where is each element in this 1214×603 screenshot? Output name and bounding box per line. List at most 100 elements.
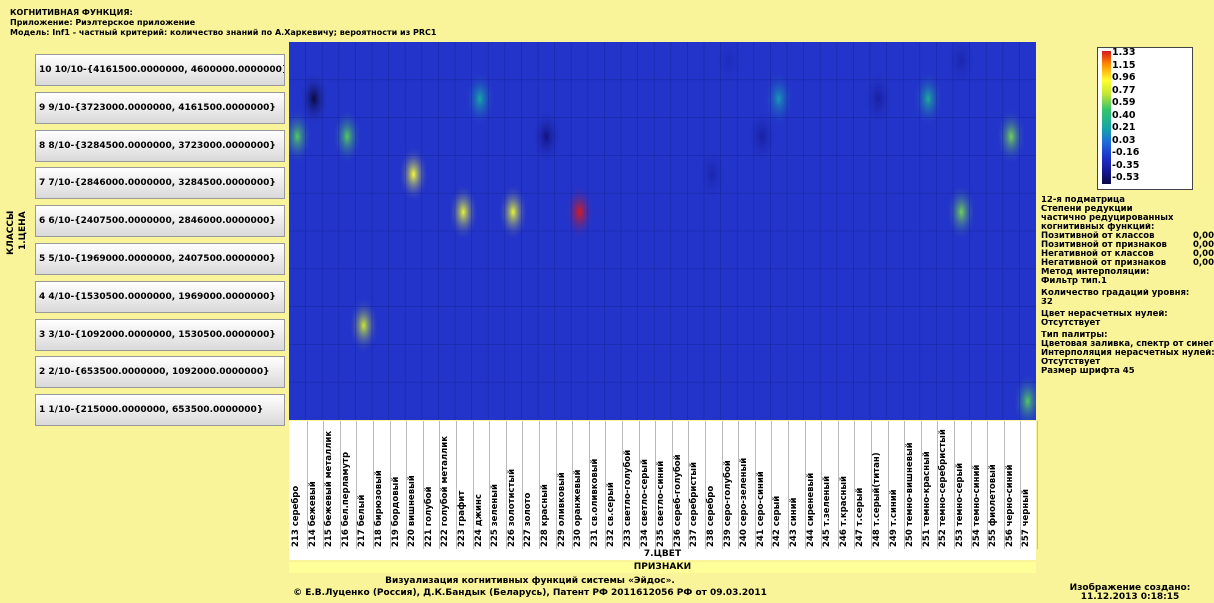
legend-tick-label: 0.59: [1112, 97, 1136, 108]
reduction-row: Позитивной от признаков 0,00: [1041, 241, 1214, 250]
column-label-cell: 213 серебро: [291, 421, 308, 549]
column-label: 247 т.серый: [855, 487, 866, 547]
legend-tick-label: 1.15: [1112, 59, 1136, 71]
heatmap-cell: [946, 42, 977, 90]
feature-group-label: 7.ЦВЕТ: [289, 549, 1036, 560]
reduction-label: Позитивной от признаков: [1041, 240, 1167, 250]
heatmap-cell: [398, 145, 429, 203]
info-line: Цветовая заливка, спектр от синего: [1041, 340, 1214, 349]
reduction-value: 0,00: [1193, 231, 1214, 241]
column-label: 230 оранжевый: [573, 469, 584, 547]
column-label-cell: 216 бел.перламутр: [341, 421, 358, 549]
reduction-label: Негативной от классов: [1041, 249, 1154, 259]
column-label-cell: 251 темно-красный: [922, 421, 939, 549]
info-line: Фильтр тип.1: [1041, 277, 1107, 286]
color-legend: 1.33 1.15 0.96 0.77 0.59 0.40 0.21 0.03 -0.16 -0.…: [1097, 47, 1193, 190]
reduction-row: Негативной от признаков 0,00: [1041, 259, 1214, 268]
column-label-cell: 220 вишневый: [407, 421, 424, 549]
column-label-cell: 257 черный: [1021, 421, 1038, 549]
column-label: 235 светло-синий: [656, 460, 667, 547]
column-label: 256 черно-синий: [1004, 464, 1015, 547]
legend-tick-label: 0.77: [1112, 84, 1136, 96]
column-label-cell: 246 т.красный: [839, 421, 856, 549]
column-label: 244 сиреневый: [805, 472, 816, 547]
header-model: Модель: Inf1 - частный критерий: количес…: [10, 28, 437, 37]
column-label: 237 серебристый: [689, 462, 700, 547]
legend-tick-label: 0.21: [1112, 122, 1136, 133]
reduction-row: Негативной от классов 0,00: [1041, 250, 1214, 259]
column-label: 227 золото: [523, 492, 534, 547]
column-label-cell: 233 светло-голубой: [623, 421, 640, 549]
column-label: 233 светло-голубой: [623, 449, 633, 547]
heatmap-cell: [498, 183, 529, 241]
column-label-cell: 219 бордовый: [391, 421, 408, 549]
column-labels: 213 серебро 214 бежевый 215 бежевый металл…: [289, 421, 1038, 549]
row-label: 4 4/10-{1530500.0000000, 1969000.0000000…: [35, 280, 285, 313]
reduction-label: Негативной от признаков: [1041, 258, 1167, 268]
column-label-cell: 240 серо-зеленый: [739, 421, 756, 549]
column-label-cell: 222 голубой металлик: [440, 421, 457, 549]
row-label: 2 2/10-{653500.0000000, 1092000.0000000}: [35, 356, 285, 389]
info-line: частично редуцированных: [1041, 214, 1174, 223]
column-label-cell: 248 т.серый(титан): [872, 421, 889, 549]
column-label: 217 белый: [357, 494, 368, 547]
reduction-label: Позитивной от классов: [1041, 231, 1155, 241]
column-label: 220 вишневый: [407, 475, 418, 547]
created-time: 11.12.2013 0:18:15: [1080, 592, 1180, 602]
heatmap-cell: [863, 70, 894, 128]
column-label: 223 графит: [457, 490, 467, 547]
column-label-cell: 225 зеленый: [490, 421, 507, 549]
reduction-row: Позитивной от классов 0,00: [1041, 232, 1214, 241]
legend-color-bar: [1102, 51, 1111, 184]
column-label-cell: 244 сиреневый: [806, 421, 823, 549]
legend-tick-label: -0.35: [1112, 159, 1140, 171]
column-label-cell: 237 серебристый: [689, 421, 706, 549]
column-label-cell: 230 оранжевый: [573, 421, 590, 549]
scale-axis-label: 1.ЦЕНА: [18, 211, 28, 250]
column-label: 222 голубой металлик: [440, 436, 451, 547]
legend-tick-label: 1.33: [1112, 47, 1136, 58]
column-label-cell: 221 голубой: [424, 421, 441, 549]
column-label: 216 бел.перламутр: [340, 451, 351, 547]
column-label-cell: 218 бирюзовый: [374, 421, 391, 549]
column-label: 250 темно-вишневый: [905, 442, 916, 547]
column-label-cell: 236 сереб-голубой: [673, 421, 690, 549]
heatmap-cell: [332, 108, 363, 165]
column-label-cell: 232 св.серый: [606, 421, 623, 549]
column-label: 229 оливковый: [556, 472, 567, 547]
header-application: Приложение: Риэлтерское приложение: [10, 18, 196, 27]
column-label-cell: 253 темно-серый: [955, 421, 972, 549]
column-label: 231 св.оливковый: [589, 458, 600, 547]
heatmap-cell: [348, 297, 379, 354]
column-label-cell: 227 золото: [523, 421, 540, 549]
column-label: 246 т.красный: [838, 475, 849, 547]
heatmap-cell: [747, 108, 778, 165]
reduction-value: 0,00: [1193, 240, 1214, 250]
info-line: Количество градаций уровня:: [1041, 289, 1190, 298]
legend-tick-label: -0.16: [1112, 147, 1140, 158]
heatmap-cell: [697, 145, 728, 203]
column-label: 232 св.серый: [606, 482, 617, 547]
created-label: Изображение создано:: [1069, 583, 1191, 593]
column-label: 226 золотистый: [506, 468, 517, 547]
column-label-cell: 254 темно-синий: [972, 421, 989, 549]
column-label: 255 фиолетовый: [988, 464, 999, 547]
info-line: Размер шрифта 45: [1041, 367, 1135, 376]
info-line: Тип палитры:: [1041, 331, 1108, 340]
heatmap-cell: [448, 183, 479, 241]
heatmap-cell: [1012, 372, 1036, 420]
column-label-cell: 250 темно-вишневый: [905, 421, 922, 549]
legend-tick-label: 0.40: [1112, 109, 1136, 121]
column-label: 224 джинс: [473, 494, 484, 547]
reduction-value: 0,00: [1193, 249, 1214, 259]
column-label: 241 серо-синий: [755, 471, 766, 547]
column-label: 215 бежевый металлик: [324, 430, 335, 547]
column-label: 252 темно-серебристый: [938, 429, 949, 547]
legend-tick-label: 0.03: [1112, 134, 1136, 146]
column-label: 242 серый: [772, 495, 783, 547]
column-label: 236 сереб-голубой: [672, 454, 683, 547]
column-label-cell: 226 золотистый: [507, 421, 524, 549]
column-label: 248 т.серый(титан): [872, 452, 882, 547]
row-label: 9 9/10-{3723000.0000000, 4161500.0000000…: [35, 91, 285, 124]
column-label: 228 красный: [540, 484, 550, 547]
